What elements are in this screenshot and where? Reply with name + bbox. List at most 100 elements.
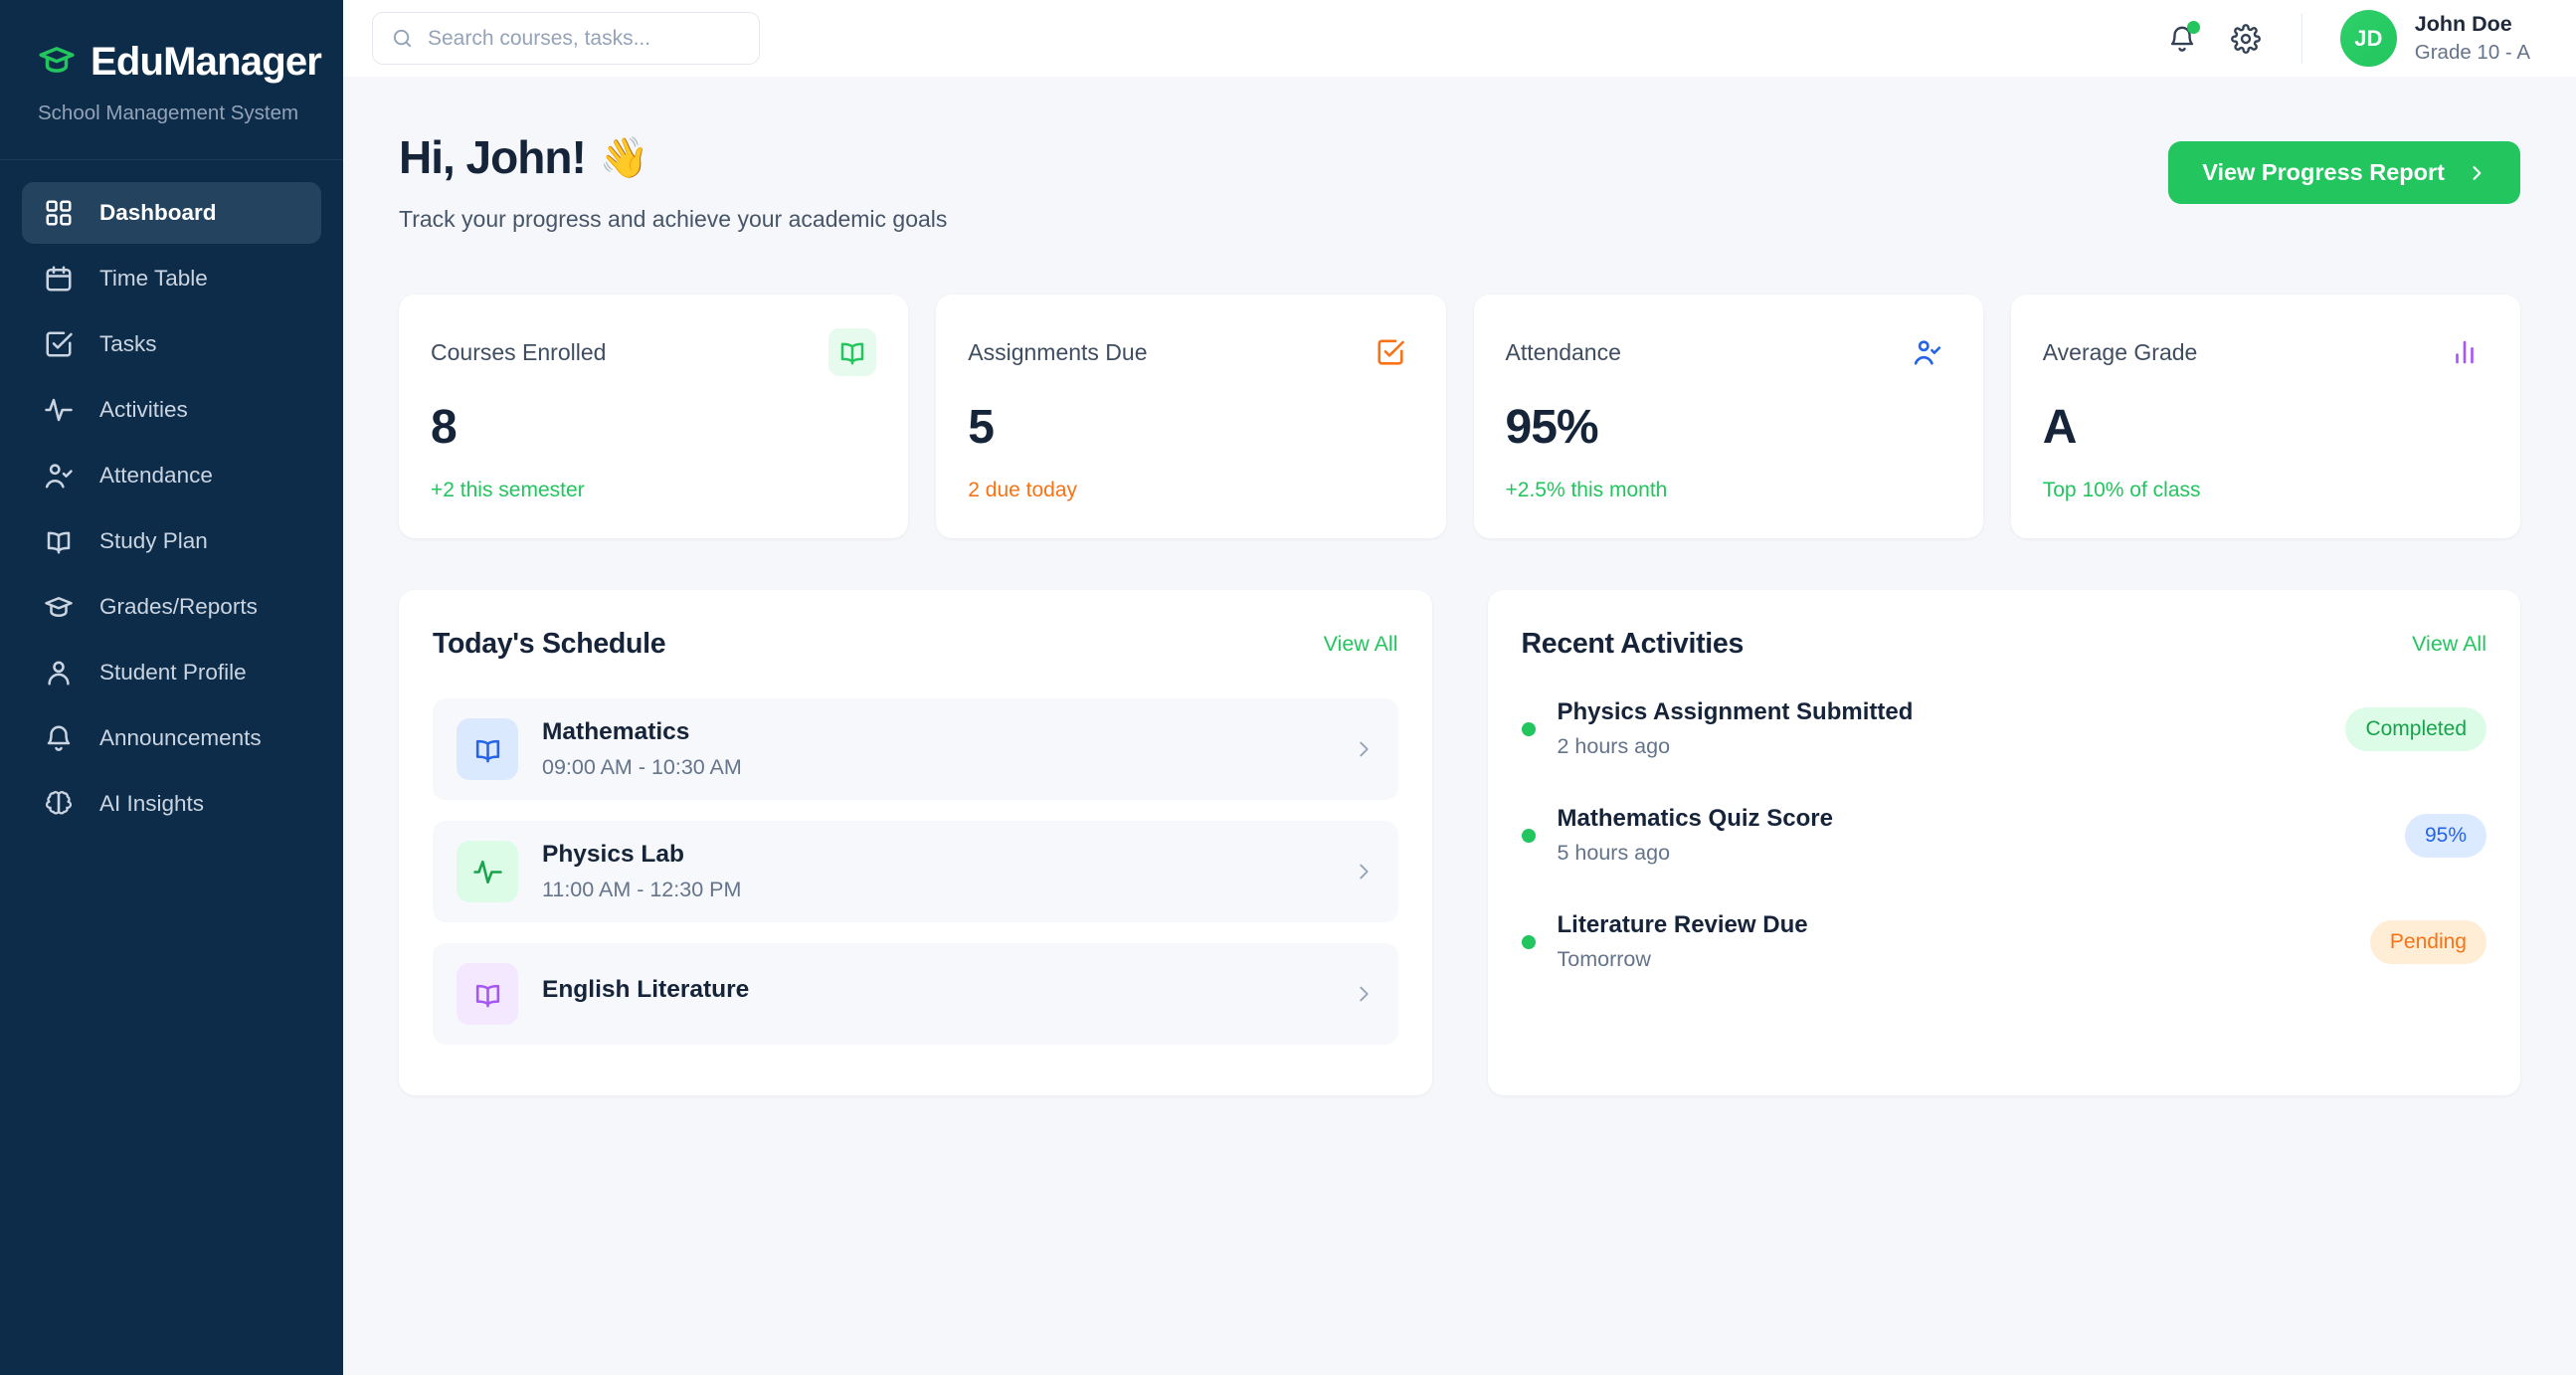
activity-time: 5 hours ago	[1557, 841, 1671, 865]
sidebar-item-label: Tasks	[99, 331, 157, 356]
stat-delta: Top 10% of class	[2042, 479, 2201, 501]
notification-dot	[2186, 20, 2200, 34]
dashboard-panels: Today's Schedule View All Mathematics 09…	[399, 590, 2520, 1095]
sidebar-item-time-table[interactable]: Time Table	[22, 248, 321, 309]
todays-schedule-panel: Today's Schedule View All Mathematics 09…	[399, 590, 1432, 1095]
user-name: John Doe	[2414, 11, 2512, 36]
activity-item[interactable]: Mathematics Quiz Score 5 hours ago 95%	[1521, 805, 2486, 866]
activity-item[interactable]: Literature Review Due Tomorrow Pending	[1521, 911, 2486, 972]
stat-card-assignments-due[interactable]: Assignments Due 5 2 due today	[936, 295, 1446, 538]
stat-value: 8	[431, 401, 458, 454]
user-check-icon	[1904, 328, 1951, 376]
activity-text: Mathematics Quiz Score 5 hours ago	[1558, 805, 2383, 866]
stat-label: Average Grade	[2042, 338, 2198, 365]
stat-label: Attendance	[1505, 338, 1621, 365]
schedule-item-name: English Literature	[542, 975, 750, 1003]
activity-title: Physics Assignment Submitted	[1557, 698, 1914, 725]
stat-delta: 2 due today	[968, 479, 1078, 501]
brand-name: EduManager	[91, 40, 322, 84]
sidebar-item-attendance[interactable]: Attendance	[22, 445, 321, 506]
chevron-right-icon[interactable]	[1353, 861, 1375, 883]
sidebar-item-label: Time Table	[99, 266, 208, 291]
sidebar-item-label: Announcements	[99, 725, 262, 750]
stat-cards: Courses Enrolled 8 +2 this semester Assi…	[399, 295, 2520, 538]
open-book-icon	[828, 328, 877, 376]
schedule-item[interactable]: English Literature	[433, 943, 1398, 1045]
sidebar-item-label: AI Insights	[99, 791, 205, 816]
status-badge: Completed	[2345, 706, 2486, 751]
schedule-item-text: Mathematics 09:00 AM - 10:30 AM	[542, 718, 1329, 780]
activity-title: Literature Review Due	[1557, 911, 1808, 938]
activity-pulse-icon	[457, 841, 518, 902]
open-book-icon	[457, 718, 518, 780]
stat-card-header: Courses Enrolled	[431, 328, 877, 376]
stat-card-header: Attendance	[1506, 328, 1951, 376]
stat-card-courses-enrolled[interactable]: Courses Enrolled 8 +2 this semester	[399, 295, 909, 538]
bell-icon	[2167, 24, 2197, 54]
sidebar-item-grades-reports[interactable]: Grades/Reports	[22, 576, 321, 638]
greeting-text: Hi, John!	[399, 131, 587, 183]
activity-time: 2 hours ago	[1557, 734, 1671, 758]
schedule-item-text: Physics Lab 11:00 AM - 12:30 PM	[542, 841, 1329, 902]
sidebar-item-student-profile[interactable]: Student Profile	[22, 642, 321, 703]
schedule-item[interactable]: Physics Lab 11:00 AM - 12:30 PM	[433, 821, 1398, 922]
brand-tagline: School Management System	[38, 101, 299, 124]
grid-icon	[44, 198, 74, 228]
open-book-icon	[44, 526, 74, 556]
dashboard-content: Hi, John! 👋 Track your progress and achi…	[343, 77, 2576, 1375]
graduation-cap-icon	[38, 41, 76, 84]
user-check-icon	[44, 461, 74, 491]
brand-row[interactable]: EduManager	[38, 40, 322, 85]
notifications-button[interactable]	[2160, 17, 2204, 61]
open-book-icon	[457, 963, 518, 1025]
sidebar-item-study-plan[interactable]: Study Plan	[22, 510, 321, 572]
panel-header: Today's Schedule View All	[433, 628, 1398, 661]
view-progress-report-button[interactable]: View Progress Report	[2168, 141, 2520, 204]
stat-card-attendance[interactable]: Attendance 95% +2.5% this month	[1473, 295, 1983, 538]
stat-label: Assignments Due	[968, 338, 1148, 365]
recent-activities-panel: Recent Activities View All Physics Assig…	[1487, 590, 2520, 1095]
status-dot-icon	[1521, 934, 1536, 949]
activity-text: Physics Assignment Submitted 2 hours ago	[1558, 698, 2324, 759]
sidebar: EduManager School Management System Dash…	[0, 0, 343, 1375]
chevron-right-icon[interactable]	[1353, 983, 1375, 1005]
settings-button[interactable]	[2224, 17, 2268, 61]
chevron-right-icon[interactable]	[1353, 738, 1375, 760]
sidebar-item-label: Student Profile	[99, 660, 247, 685]
stat-value: 95%	[1505, 401, 1599, 454]
sidebar-item-tasks[interactable]: Tasks	[22, 313, 321, 375]
user-grade: Grade 10 - A	[2414, 40, 2530, 64]
check-square-icon	[44, 329, 74, 359]
sidebar-item-announcements[interactable]: Announcements	[22, 707, 321, 769]
stat-card-average-grade[interactable]: Average Grade A Top 10% of class	[2010, 295, 2520, 538]
sidebar-item-dashboard[interactable]: Dashboard	[22, 182, 321, 244]
activities-view-all-link[interactable]: View All	[2412, 632, 2486, 656]
sidebar-item-label: Activities	[99, 397, 188, 422]
panel-title: Recent Activities	[1521, 628, 1745, 660]
bell-icon	[44, 723, 74, 753]
graduation-cap-icon	[44, 592, 74, 622]
topbar: Search courses, tasks...	[343, 0, 2576, 77]
schedule-item-time: 11:00 AM - 12:30 PM	[542, 878, 742, 901]
search-input[interactable]: Search courses, tasks...	[372, 12, 760, 65]
gear-icon	[2230, 23, 2261, 54]
search-icon	[391, 27, 414, 50]
sidebar-item-activities[interactable]: Activities	[22, 379, 321, 441]
activity-item[interactable]: Physics Assignment Submitted 2 hours ago…	[1521, 698, 2486, 759]
user-menu[interactable]: JD John Doe Grade 10 - A	[2339, 10, 2548, 67]
avatar: JD	[2339, 10, 2397, 67]
check-square-icon	[1367, 328, 1414, 376]
topbar-divider	[2300, 13, 2302, 64]
stat-card-header: Assignments Due	[968, 328, 1413, 376]
status-badge: Pending	[2369, 919, 2486, 964]
page-header: Hi, John! 👋 Track your progress and achi…	[399, 130, 2520, 233]
sidebar-item-label: Grades/Reports	[99, 594, 258, 619]
schedule-item[interactable]: Mathematics 09:00 AM - 10:30 AM	[433, 698, 1398, 800]
waving-hand-icon: 👋	[599, 135, 649, 180]
schedule-view-all-link[interactable]: View All	[1323, 632, 1398, 656]
sidebar-item-ai-insights[interactable]: AI Insights	[22, 773, 321, 835]
page-subtitle: Track your progress and achieve your aca…	[399, 206, 948, 232]
panel-header: Recent Activities View All	[1522, 628, 2487, 661]
activity-time: Tomorrow	[1557, 947, 1651, 971]
sidebar-item-label: Study Plan	[99, 528, 208, 553]
